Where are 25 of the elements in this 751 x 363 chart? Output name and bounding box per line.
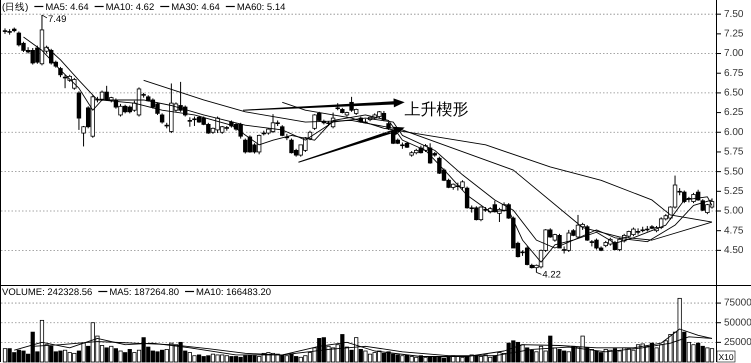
legend-label: MA5: 187264.80 [109,287,180,298]
legend-label: MA60: 5.14 [236,2,286,13]
chart-title: (日线) [2,1,28,13]
y-tick-label: 5.75 [724,146,744,158]
y-tick-label: 6.75 [724,68,744,79]
annotation: 上升楔形 [404,100,469,119]
text: VOLUME: 242328.56 [2,287,92,298]
y-tick-label: 7.00 [724,48,744,60]
y-tick-label: 5.50 [724,166,744,178]
legend-label: MA10: 166483.20 [196,287,272,298]
legend-label: MA5: 4.64 [45,2,89,13]
legend-label: MA10: 4.62 [106,2,154,13]
y-tick-label: 5.00 [724,206,744,217]
y-tick-label: 4.50 [724,245,744,256]
y-tick-label: 7.25 [724,28,744,40]
y-tick-label: 6.00 [724,126,744,138]
y-tick-label: 4.75 [724,225,744,236]
legend-label: MA30: 4.64 [171,2,220,13]
text: X10 [718,352,734,362]
y-tick-label: 6.50 [724,88,744,99]
y-tick-label: 5.25 [724,186,744,197]
y-tick-label: 6.25 [724,107,744,118]
annotation: 4.22 [542,269,561,280]
y-tick-label: 7.50 [724,8,744,20]
annotation: 7.49 [48,14,66,25]
